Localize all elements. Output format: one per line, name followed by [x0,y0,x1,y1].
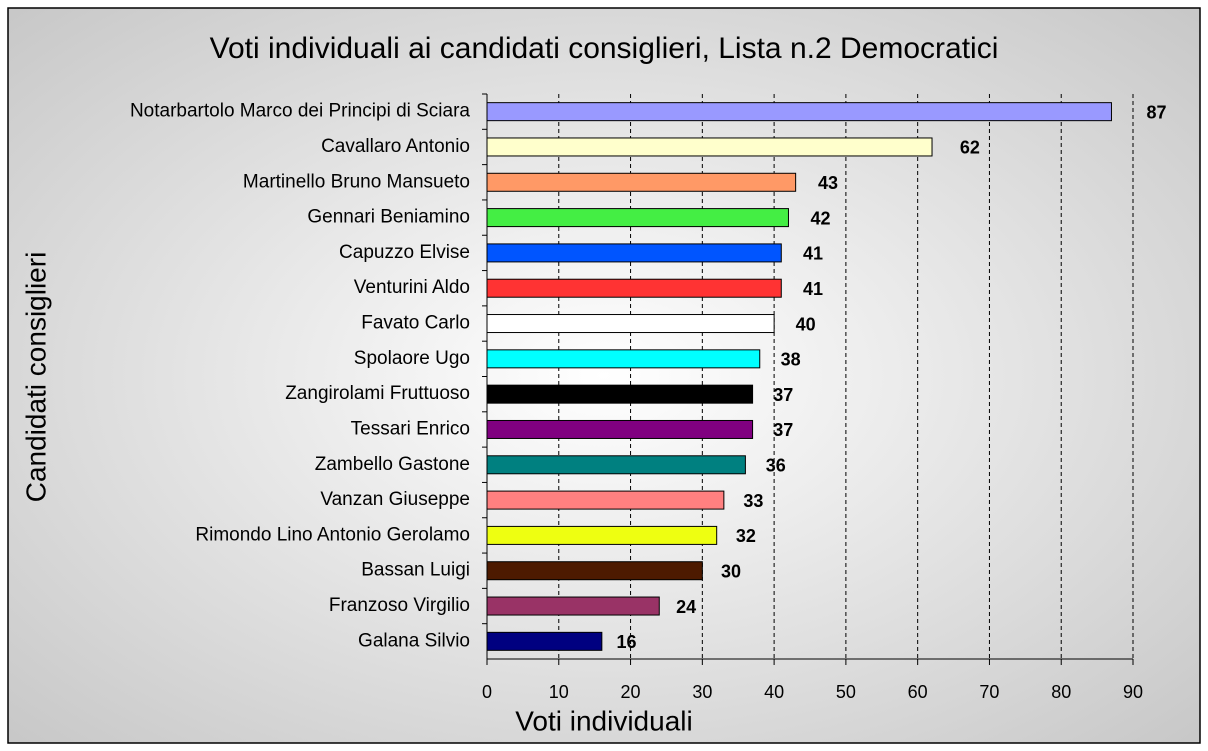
chart-frame [7,7,1201,744]
data-label: 41 [803,244,823,264]
data-label: 16 [616,632,636,652]
bar [486,278,782,298]
bar [486,102,1112,122]
bar [486,349,761,369]
y-tick-label: Franzoso Virgilio [329,595,470,616]
data-label: 40 [796,314,816,334]
bar [486,561,703,581]
x-tick-label: 50 [836,682,856,702]
bar [486,596,660,616]
y-tick-label: Cavallaro Antonio [321,136,470,157]
data-label: 38 [781,350,801,370]
y-tick-label: Spolaore Ugo [354,348,470,369]
x-tick-label: 40 [764,682,784,702]
data-label: 42 [811,208,831,228]
bar [486,243,782,263]
bar [486,490,725,510]
y-tick-label: Rimondo Lino Antonio Gerolamo [195,524,470,545]
y-tick-label: Zambello Gastone [315,454,470,475]
data-label: 24 [676,597,696,617]
data-label: 37 [773,420,793,440]
bar [486,384,754,404]
y-tick-label: Galana Silvio [358,630,470,651]
bar [486,208,789,228]
data-label: 33 [743,491,763,511]
x-tick-label: 70 [979,682,999,702]
y-tick-label: Notarbartolo Marco dei Principi di Sciar… [130,101,470,122]
y-tick-label: Zangirolami Fruttuoso [285,383,470,404]
x-tick-label: 20 [621,682,641,702]
bar [486,172,797,192]
bar [486,455,746,475]
data-label: 87 [1146,102,1166,122]
bar [486,137,933,157]
bar [486,525,718,545]
x-tick-label: 0 [482,682,492,702]
data-label: 32 [736,526,756,546]
bar [486,314,775,334]
bar [486,419,754,439]
y-tick-label: Gennari Beniamino [307,207,470,228]
x-tick-label: 30 [692,682,712,702]
y-tick-label: Bassan Luigi [361,560,470,581]
data-label: 30 [721,561,741,581]
y-tick-label: Capuzzo Elvise [339,242,470,263]
data-label: 36 [766,456,786,476]
data-label: 62 [960,138,980,158]
data-label: 37 [773,385,793,405]
x-tick-label: 80 [1051,682,1071,702]
y-axis-label: Candidati consiglieri [20,252,51,503]
x-tick-label: 90 [1123,682,1143,702]
x-axis-label: Voti individuali [515,705,692,736]
y-tick-label: Venturini Aldo [354,277,470,298]
chart-title: Voti individuali ai candidati consiglier… [210,32,999,65]
y-tick-label: Tessari Enrico [351,418,470,439]
x-tick-label: 10 [549,682,569,702]
data-label: 43 [818,173,838,193]
data-label: 41 [803,279,823,299]
y-tick-label: Favato Carlo [361,313,470,334]
y-tick-label: Martinello Bruno Mansueto [243,171,470,192]
x-tick-label: 60 [908,682,928,702]
y-tick-label: Vanzan Giuseppe [320,489,470,510]
bar [486,631,603,651]
